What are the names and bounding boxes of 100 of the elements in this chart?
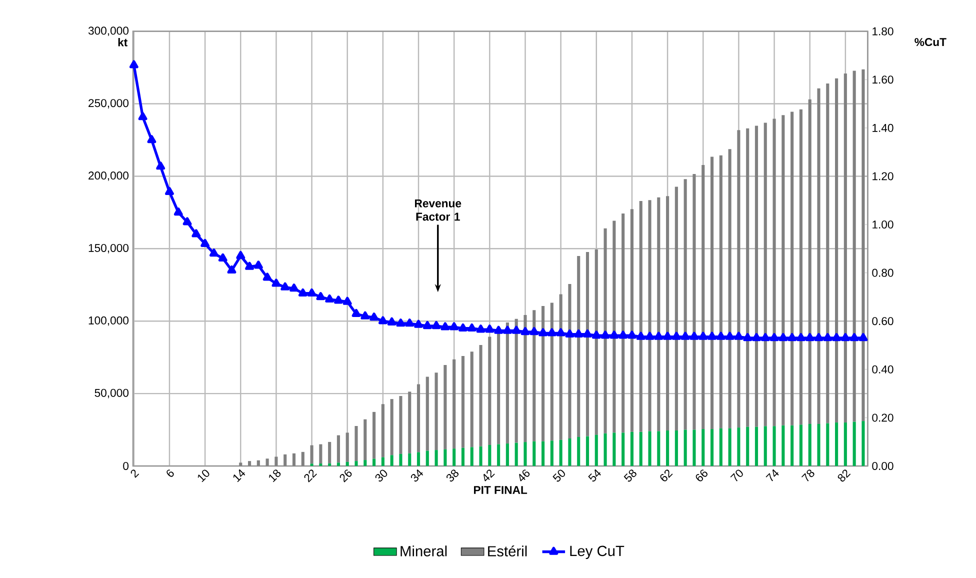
bar	[364, 419, 367, 460]
bar	[479, 345, 482, 446]
y-tick-label: 300,000	[88, 26, 129, 36]
bar	[568, 438, 572, 466]
y2-tick-label: 0.20	[872, 414, 894, 422]
x-tick-label: 46	[519, 470, 530, 482]
bar	[532, 441, 536, 466]
bar	[586, 436, 590, 466]
bar	[408, 453, 412, 466]
y-tick-label: 100,000	[88, 316, 129, 326]
y-axis-title: kt	[118, 38, 128, 46]
bar	[470, 447, 474, 466]
bar	[764, 426, 767, 466]
bar	[399, 396, 402, 454]
bar	[728, 428, 732, 466]
bar	[444, 365, 447, 450]
bar	[390, 455, 394, 466]
x-tick-label: 58	[624, 470, 636, 482]
bar	[844, 422, 847, 466]
x-tick-label: 54	[588, 469, 601, 482]
y-tick-label: 50,000	[94, 388, 129, 398]
bar	[799, 424, 802, 466]
bar	[692, 430, 696, 466]
bar	[835, 422, 838, 466]
bar	[612, 432, 616, 466]
bar	[808, 424, 812, 466]
bar	[434, 372, 438, 450]
x-tick-label: 42	[484, 470, 495, 482]
bar	[684, 430, 687, 466]
x-tick-label: 38	[446, 470, 459, 482]
bar	[452, 448, 456, 466]
bar	[461, 448, 465, 466]
legend-label: Ley CuT	[570, 546, 624, 560]
y-tick-label: 200,000	[88, 172, 129, 181]
x-tick-label: 82	[838, 470, 851, 482]
y-tick-label: 0	[123, 462, 129, 470]
bar	[630, 432, 634, 466]
bar	[381, 457, 384, 466]
bar	[354, 426, 358, 462]
bar	[248, 461, 252, 466]
x-tick-label: 74	[766, 469, 779, 482]
bar	[674, 430, 678, 466]
bar	[399, 454, 402, 466]
bar	[284, 454, 287, 466]
x-tick-label: 30	[375, 470, 388, 482]
bar	[470, 352, 474, 448]
bar	[336, 462, 340, 466]
bar	[702, 429, 705, 466]
bar	[666, 430, 670, 466]
x-axis-title: PIT FINAL	[474, 486, 528, 494]
x-tick-label: 26	[340, 470, 352, 482]
bar	[479, 446, 482, 466]
bar	[461, 356, 465, 448]
bar	[506, 444, 509, 466]
bar	[426, 376, 429, 451]
legend-label: Mineral	[400, 546, 447, 556]
bar	[514, 442, 518, 466]
x-tick-label: 50	[552, 470, 565, 482]
bar	[754, 426, 758, 466]
bar	[319, 444, 322, 464]
bar	[452, 359, 456, 449]
bar	[488, 444, 492, 466]
bar	[550, 440, 554, 466]
bar	[372, 458, 376, 466]
bar	[292, 453, 296, 466]
bar	[577, 437, 580, 466]
bar	[408, 392, 412, 454]
bar	[817, 424, 820, 466]
legend-label: Estéril	[488, 545, 527, 556]
x-tick-label: 66	[696, 470, 708, 482]
bar	[301, 452, 304, 466]
bar	[444, 449, 447, 466]
y2-tick-label: 1.20	[872, 172, 894, 180]
bar	[434, 450, 438, 466]
bar	[737, 428, 740, 466]
bar	[648, 431, 652, 466]
y2-tick-label: 1.00	[872, 220, 894, 229]
bar	[416, 384, 420, 452]
bar	[328, 463, 332, 466]
bar	[622, 432, 625, 466]
bar	[346, 462, 349, 466]
bar	[381, 404, 384, 458]
bar	[497, 444, 500, 466]
x-tick-label: 62	[660, 470, 673, 482]
x-tick-label: 34	[410, 469, 424, 482]
bar	[524, 442, 527, 466]
x-tick-label: 10	[198, 470, 210, 482]
bar	[639, 432, 642, 466]
y2-axis-title: %CuT	[914, 38, 946, 46]
x-tick-label: 18	[269, 470, 281, 482]
x-tick-label: 78	[801, 470, 814, 482]
bar	[790, 425, 794, 466]
bar	[354, 461, 358, 466]
bar	[852, 422, 856, 466]
y2-tick-label: 0.00	[872, 462, 894, 470]
x-tick-label: 2	[130, 470, 140, 478]
y2-tick-label: 1.40	[872, 124, 894, 132]
y2-tick-label: 1.60	[872, 76, 894, 84]
bar	[266, 458, 269, 466]
x-tick-label: 70	[730, 470, 743, 482]
